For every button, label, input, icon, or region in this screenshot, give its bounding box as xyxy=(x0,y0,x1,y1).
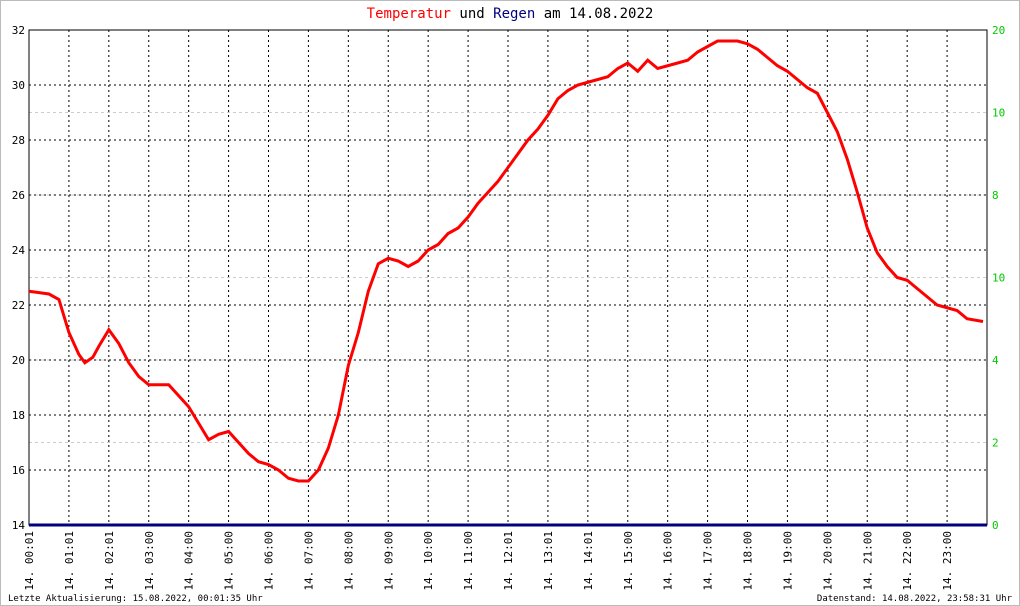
y2-tick-label: 8 xyxy=(992,189,999,202)
x-tick-label: 14. 18:00 xyxy=(742,531,755,591)
x-tick-label: 14. 12:01 xyxy=(502,531,515,591)
title-part: Regen xyxy=(493,6,535,22)
x-tick-label: 14. 19:00 xyxy=(781,531,794,591)
x-tick-label: 14. 01:01 xyxy=(63,531,76,591)
footer-right: Datenstand: 14.08.2022, 23:58:31 Uhr xyxy=(817,594,1013,604)
series-line xyxy=(28,39,984,483)
x-tick-label: 14. 08:00 xyxy=(342,531,355,591)
y-tick-label: 14 xyxy=(12,519,26,532)
title-part: und xyxy=(459,6,484,22)
footer-left: Letzte Aktualisierung: 15.08.2022, 00:01… xyxy=(8,594,263,604)
y-tick-label: 32 xyxy=(12,24,25,37)
y2-tick-label: 4 xyxy=(992,354,999,367)
x-tick-label: 14. 03:00 xyxy=(143,531,156,591)
x-tick-label: 14. 11:00 xyxy=(462,531,475,591)
y-tick-label: 16 xyxy=(12,464,25,477)
y-tick-label: 28 xyxy=(12,134,25,147)
x-tick-label: 14. 17:00 xyxy=(702,531,715,591)
x-tick-label: 14. 02:01 xyxy=(103,531,116,591)
x-tick-label: 14. 06:00 xyxy=(263,531,276,591)
y-tick-label: 20 xyxy=(12,354,25,367)
x-tick-label: 14. 00:01 xyxy=(23,531,36,591)
x-tick-label: 14. 04:00 xyxy=(183,531,196,591)
y-tick-label: 30 xyxy=(12,79,25,92)
y-tick-label: 18 xyxy=(12,409,25,422)
x-tick-label: 14. 09:00 xyxy=(382,531,395,591)
x-tick-label: 14. 21:00 xyxy=(861,531,874,591)
x-tick-label: 14. 13:01 xyxy=(542,531,555,591)
x-tick-label: 14. 14:01 xyxy=(582,531,595,591)
y2-tick-label: 0 xyxy=(992,519,999,532)
x-tick-label: 14. 07:00 xyxy=(302,531,315,591)
y2-tick-label: 20 xyxy=(992,24,1005,37)
y-tick-label: 22 xyxy=(12,299,25,312)
title-part: Temperatur xyxy=(367,6,451,22)
x-tick-label: 14. 05:00 xyxy=(223,531,236,591)
x-tick-label: 14. 23:00 xyxy=(941,531,954,591)
y2-tick-label: 2 xyxy=(992,437,999,450)
y-tick-label: 24 xyxy=(12,244,26,257)
y2-tick-label: 10 xyxy=(992,272,1005,285)
x-tick-label: 14. 16:00 xyxy=(662,531,675,591)
y-tick-label: 26 xyxy=(12,189,25,202)
x-tick-label: 14. 10:00 xyxy=(422,531,435,591)
y2-tick-label: 10 xyxy=(992,107,1005,120)
x-tick-label: 14. 20:00 xyxy=(821,531,834,591)
x-tick-label: 14. 15:00 xyxy=(622,531,635,591)
title-part: am 14.08.2022 xyxy=(544,6,654,22)
chart-title: Temperatur und Regen am 14.08.2022 xyxy=(367,6,654,22)
x-tick-label: 14. 22:00 xyxy=(901,531,914,591)
